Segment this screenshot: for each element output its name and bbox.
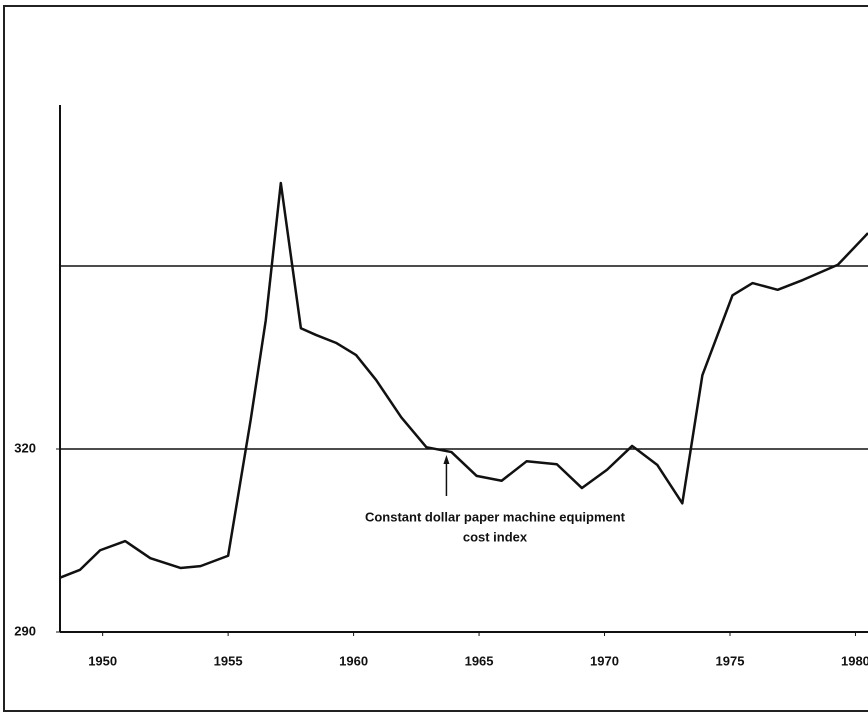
x-tick-label: 1955: [214, 653, 243, 668]
x-tick-label: 1980: [841, 653, 868, 668]
y-tick-label: 320: [14, 440, 36, 455]
annotation-arrowhead: [443, 455, 450, 464]
annotation: cost index: [463, 529, 528, 544]
x-tick-label: 1975: [716, 653, 745, 668]
data-line: [59, 181, 868, 579]
x-tick-label: 1970: [590, 653, 619, 668]
x-tick-label: 1950: [88, 653, 117, 668]
annotation: Constant dollar paper machine equipment: [365, 509, 626, 524]
frame: [3, 5, 868, 712]
y-tick-label: 290: [14, 623, 36, 638]
x-tick-label: 1965: [465, 653, 494, 668]
x-tick-label: 1960: [339, 653, 368, 668]
